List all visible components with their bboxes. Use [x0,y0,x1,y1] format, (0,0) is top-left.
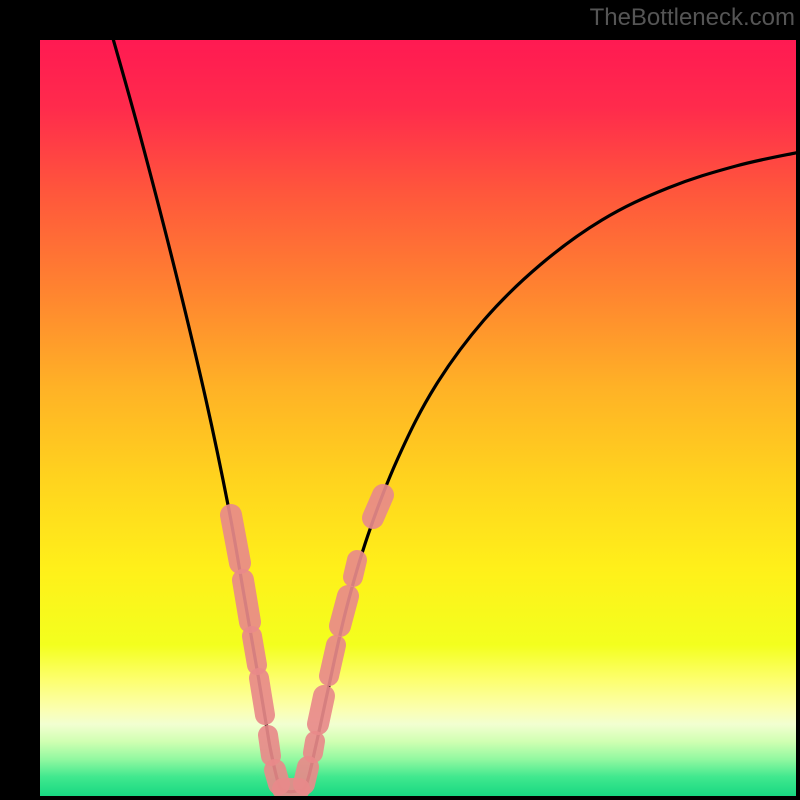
curve-marker [259,678,265,715]
curve-marker [252,636,257,665]
curve-marker [340,596,348,626]
chart-root: TheBottleneck.com [0,0,800,800]
curve-marker [353,560,357,577]
curve-marker [268,735,271,756]
plot-area [40,40,796,796]
marker-group [231,495,383,789]
curve-marker [243,580,250,622]
curve-marker [329,645,336,676]
curve-marker [313,741,315,753]
curve-layer [40,40,796,796]
curve-marker [373,495,383,518]
watermark-text: TheBottleneck.com [590,4,795,32]
curve-marker [231,515,240,563]
curve-marker [318,696,324,724]
curve-marker [304,767,308,784]
bottleneck-curve [112,40,796,792]
